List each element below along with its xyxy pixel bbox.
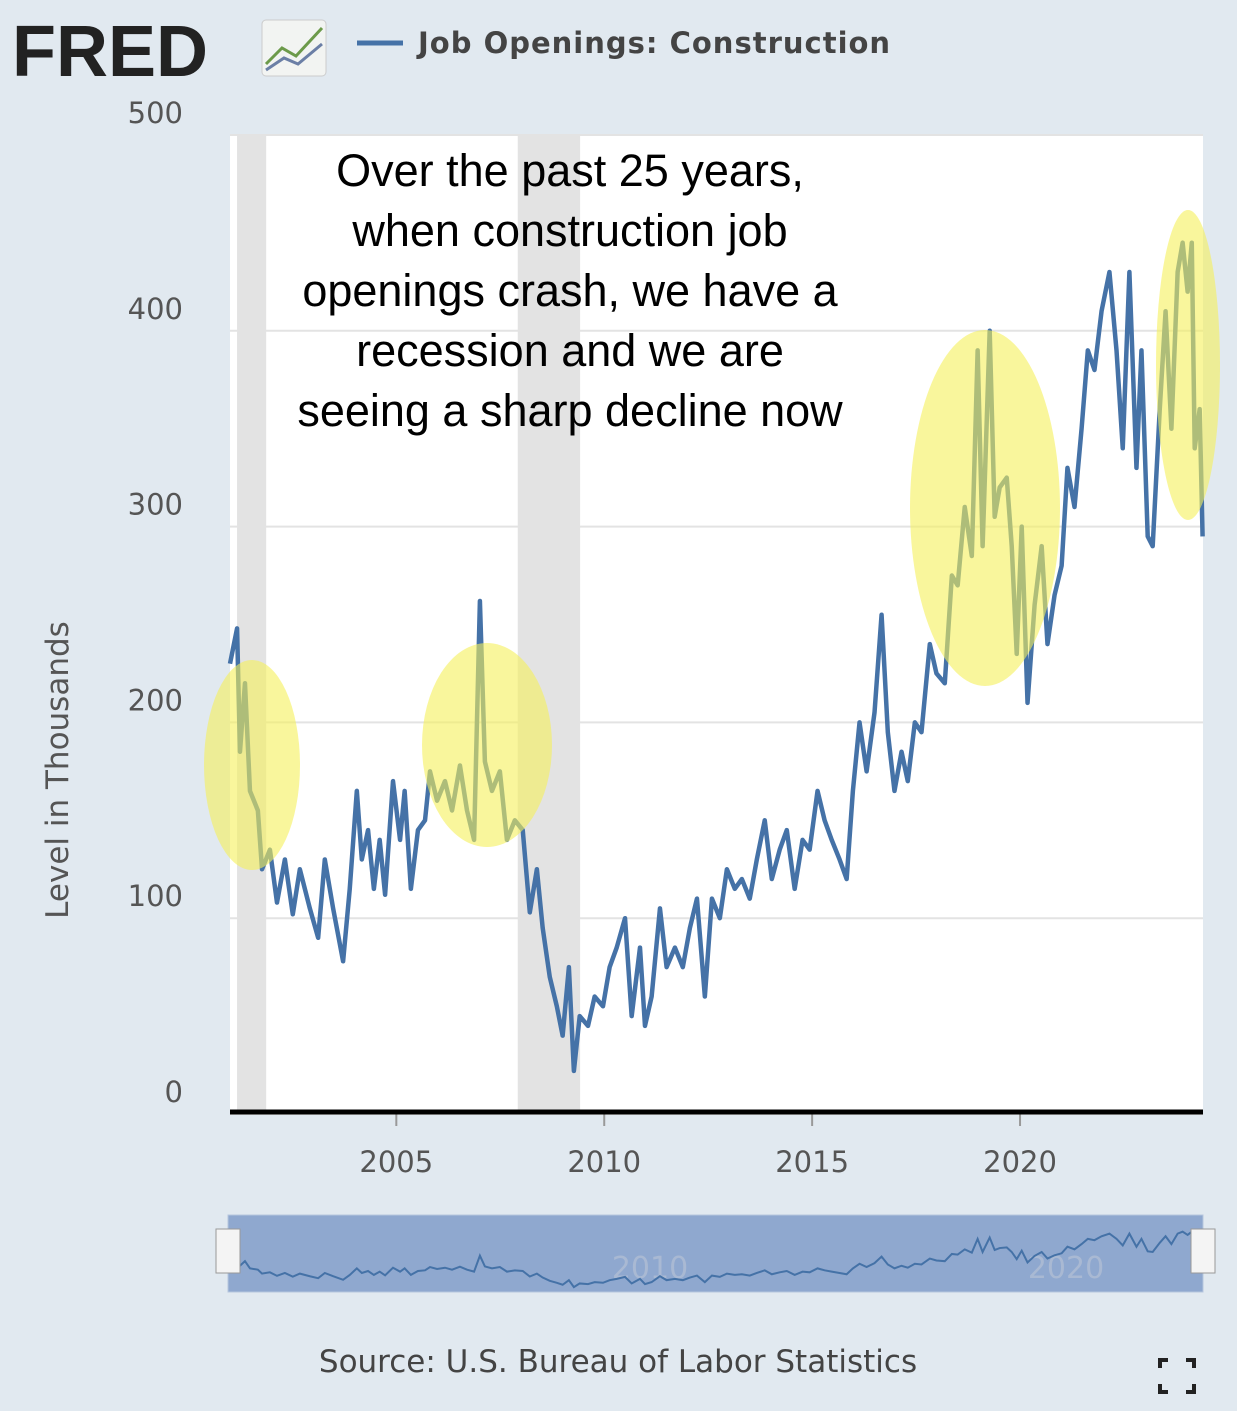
y-tick-label: 300 [128, 488, 183, 522]
highlight [910, 330, 1060, 686]
navigator-handle[interactable] [1190, 1228, 1216, 1274]
navigator-label: 2010 [612, 1251, 688, 1286]
highlight [422, 643, 552, 847]
y-tick-label: 500 [128, 96, 183, 130]
y-tick-label: 400 [128, 292, 183, 326]
annotation-line: when construction job [351, 205, 787, 256]
y-tick-label: 100 [128, 879, 183, 913]
navigator-label: 2020 [1028, 1251, 1104, 1286]
fullscreen-icon[interactable] [1158, 1358, 1196, 1394]
y-axis-label: Level in Thousands [40, 621, 76, 919]
highlights [204, 210, 1220, 870]
x-tick-label: 2020 [983, 1145, 1057, 1179]
navigator-line [229, 1229, 1204, 1289]
x-tick-label: 2010 [567, 1145, 641, 1179]
source: Source: U.S. Bureau of Labor Statistics [319, 1344, 917, 1380]
legend-label: Job Openings: Construction [416, 26, 891, 60]
recession-band [517, 135, 581, 1114]
series-line [227, 240, 1205, 1074]
y-tick-label: 0 [165, 1075, 183, 1109]
highlight [1156, 210, 1220, 520]
y-tick-label: 200 [128, 683, 183, 717]
recession-band [237, 135, 267, 1114]
annotation-line: openings crash, we have a [302, 265, 838, 316]
annotation-line: seeing a sharp decline now [297, 385, 843, 436]
navigator-handle[interactable] [215, 1228, 241, 1274]
x-tick-label: 2015 [775, 1145, 849, 1179]
highlight [204, 660, 300, 870]
annotation-line: Over the past 25 years, [336, 145, 804, 196]
annotation-line: recession and we are [356, 325, 784, 376]
logo: FRED [12, 12, 208, 92]
x-tick-label: 2005 [359, 1145, 433, 1179]
logo-icon [261, 19, 327, 77]
